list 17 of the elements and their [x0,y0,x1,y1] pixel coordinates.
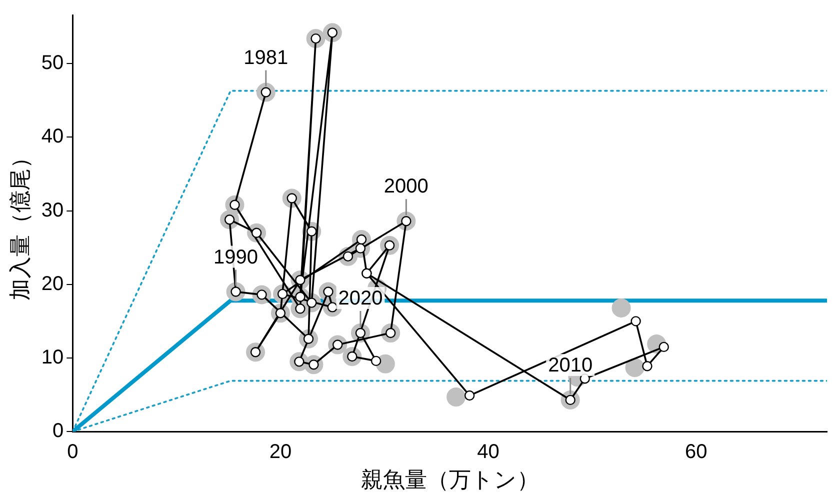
x-tick-label: 0 [67,441,78,464]
annotation: 2020 [338,287,383,310]
annotation: 2010 [548,354,593,376]
y-tick-label: 40 [41,126,64,148]
y-tick-label: 10 [41,346,64,369]
x-tick-label: 20 [269,441,292,464]
annotation: 1981 [244,46,288,69]
y-tick-label: 50 [41,52,64,74]
x-tick-label: 60 [684,441,708,464]
y-tick-label: 0 [52,420,64,442]
x-tick-label: 40 [477,441,500,464]
x-axis-title: 親魚量（万トン） [360,466,539,492]
y-axis-title: 加入量（億尾） [7,146,32,300]
y-tick-label: 20 [41,272,64,295]
annotation: 2000 [384,176,428,198]
annotation: 1990 [214,246,258,268]
y-tick-label: 30 [41,199,64,222]
